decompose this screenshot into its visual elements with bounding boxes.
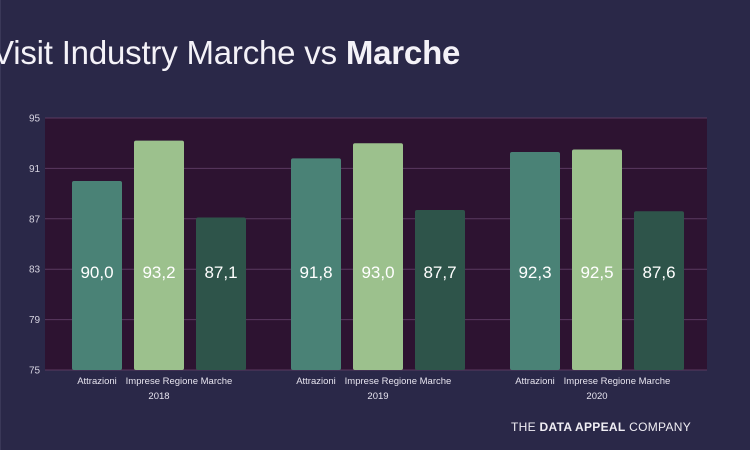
bar-value-label: 93,2 <box>142 263 175 282</box>
x-category-label: Imprese Regione Marche <box>126 376 233 387</box>
bar-2019-2 <box>353 143 403 370</box>
brand-bold: DATA APPEAL <box>539 420 626 434</box>
brand-pre: THE <box>511 420 536 434</box>
bar-value-label: 87,7 <box>423 263 456 282</box>
bar-value-label: 91,8 <box>299 263 332 282</box>
brand-post: COMPANY <box>629 420 692 434</box>
bar-2020-1 <box>510 152 560 370</box>
x-year-label: 2019 <box>367 391 388 402</box>
x-year-label: 2018 <box>148 391 169 402</box>
y-tick-label: 95 <box>29 114 41 125</box>
chart-title: Visit Industry Marche vs Marche <box>0 34 460 72</box>
y-tick-label: 91 <box>29 164 41 175</box>
bar-value-label: 92,5 <box>580 263 613 282</box>
y-tick-label: 75 <box>29 366 41 377</box>
bar-2020-2 <box>572 149 622 370</box>
bar-2019-1 <box>291 158 341 370</box>
bar-value-label: 93,0 <box>361 263 394 282</box>
bar-2018-2 <box>134 140 184 370</box>
bar-value-label: 87,1 <box>204 263 237 282</box>
y-tick-label: 83 <box>29 265 41 276</box>
bar-2018-3 <box>196 217 246 370</box>
x-category-label: Attrazioni <box>296 376 336 387</box>
bar-2018-1 <box>72 181 122 370</box>
brand-logo: THE DATA APPEAL COMPANY <box>511 420 691 434</box>
x-year-label: 2020 <box>586 391 607 402</box>
chart-title-bold: Marche <box>345 34 461 71</box>
bar-value-label: 92,3 <box>518 263 551 282</box>
bar-value-label: 87,6 <box>642 263 675 282</box>
bar-value-label: 90,0 <box>80 263 113 282</box>
y-tick-label: 79 <box>29 315 41 326</box>
x-category-label: Attrazioni <box>77 376 117 387</box>
x-category-label: Imprese Regione Marche <box>345 376 452 387</box>
bar-2019-3 <box>415 209 465 370</box>
x-category-label: Attrazioni <box>515 376 555 387</box>
y-tick-label: 87 <box>29 214 41 225</box>
x-category-label: Imprese Regione Marche <box>564 376 671 387</box>
bar-2020-3 <box>634 211 684 370</box>
chart-title-prefix: Visit Industry Marche vs <box>0 34 337 71</box>
